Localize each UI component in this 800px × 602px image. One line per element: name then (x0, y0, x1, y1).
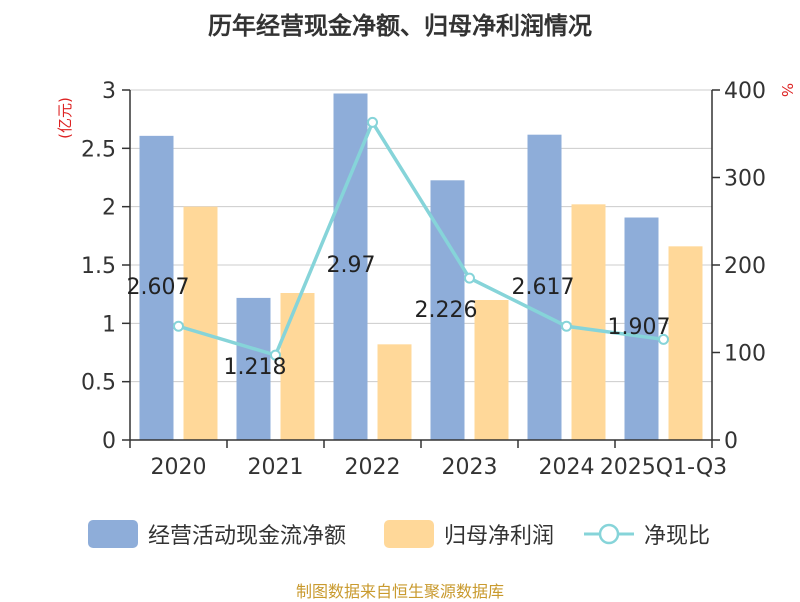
right-tick-label: 0 (724, 429, 738, 454)
legend-label-net-profit: 归母净利润 (444, 524, 555, 549)
chart-title: 历年经营现金净额、归母净利润情况 (208, 12, 592, 40)
legend-label-ratio: 净现比 (644, 524, 711, 549)
left-tick-label: 0.5 (81, 371, 116, 396)
legend-swatch-ratio (584, 523, 634, 545)
left-tick-label: 3 (102, 79, 116, 104)
axes: 0 0.5 1 1.5 2 2.5 3 0 100 200 300 400 (亿元)% 2020 2021 2… (56, 79, 796, 480)
bar-cashflow (624, 217, 659, 440)
x-tick-label: 2021 (248, 455, 304, 480)
bar-cashflow (139, 135, 174, 440)
ratio-line (178, 118, 664, 358)
left-tick-label: 2.5 (81, 137, 116, 162)
data-label-cashflow: 2.97 (327, 253, 376, 278)
legend-swatch-net-profit (384, 520, 434, 548)
right-tick-label: 200 (724, 254, 766, 279)
legend: 经营活动现金流净额 归母净利润 净现比 (0, 516, 800, 556)
bar-net-profit (377, 344, 412, 440)
legend-item-cashflow[interactable]: 经营活动现金流净额 (88, 516, 346, 552)
x-tick-label: 2022 (345, 455, 401, 480)
bar-net-profit (474, 300, 509, 440)
data-labels: 2.607 1.218 2.97 2.226 2.617 1.907 (127, 253, 671, 380)
right-tick-label: 300 (724, 167, 766, 192)
bar-layer (139, 93, 703, 441)
bar-cashflow (236, 297, 271, 440)
left-tick-label: 0 (102, 429, 116, 454)
x-tick-label: 2025Q1-Q3 (600, 455, 727, 480)
legend-label-cashflow: 经营活动现金流净额 (148, 524, 347, 549)
left-tick-label: 2 (102, 196, 116, 221)
left-tick-label: 1.5 (81, 254, 116, 279)
x-tick-label: 2024 (539, 455, 595, 480)
data-label-cashflow: 1.907 (608, 315, 671, 340)
right-tick-label: 400 (724, 79, 766, 104)
ratio-point (367, 116, 378, 128)
source-note: 制图数据来自恒生聚源数据库 (295, 582, 504, 601)
bar-cashflow (527, 134, 562, 440)
grid-lines (130, 89, 712, 383)
ratio-point (658, 333, 669, 345)
line-layer (173, 116, 669, 361)
ratio-point (173, 320, 184, 332)
data-label-cashflow: 1.218 (224, 355, 287, 380)
ratio-point (270, 349, 281, 361)
right-axis-unit: % (778, 83, 796, 97)
data-label-cashflow: 2.607 (127, 275, 190, 300)
legend-swatch-cashflow (88, 520, 138, 548)
bar-net-profit (183, 206, 218, 440)
bar-net-profit (280, 293, 315, 440)
legend-item-ratio[interactable]: 净现比 (584, 516, 710, 552)
bar-net-profit (668, 246, 703, 440)
ratio-point (561, 320, 572, 332)
left-axis-unit: (亿元) (56, 97, 74, 139)
left-tick-label: 1 (102, 312, 116, 337)
x-tick-label: 2023 (442, 455, 498, 480)
data-label-cashflow: 2.226 (415, 298, 478, 323)
data-label-cashflow: 2.617 (512, 275, 575, 300)
x-tick-label: 2020 (151, 455, 207, 480)
ratio-point (464, 272, 475, 284)
legend-item-net-profit[interactable]: 归母净利润 (384, 516, 554, 552)
bar-net-profit (571, 204, 606, 440)
right-tick-label: 100 (724, 342, 766, 367)
